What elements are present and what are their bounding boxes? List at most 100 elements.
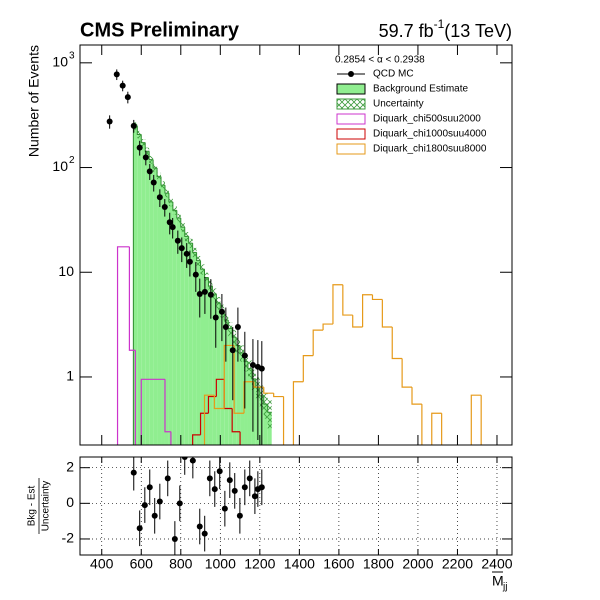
background-bin: [208, 285, 213, 445]
background-bin: [161, 185, 165, 445]
y-tick-label: 10: [58, 263, 74, 279]
data-point: [186, 258, 193, 265]
ratio-point: [216, 468, 223, 475]
legend-label: Diquark_chi500suu2000: [373, 114, 481, 125]
data-point: [136, 144, 143, 151]
signal-bin: [140, 378, 165, 445]
ratio-y-tick-label: 0: [66, 494, 74, 510]
uncertainty-band: [149, 155, 154, 164]
luminosity-value: 59.7 fb: [379, 21, 434, 41]
legend-swatch: [336, 83, 366, 95]
legend-label: Diquark_chi1800suu8000: [373, 144, 487, 155]
ratio-point: [231, 487, 238, 494]
background-bin: [224, 319, 229, 445]
chart-title: CMS Preliminary: [80, 19, 240, 41]
data-point: [212, 314, 219, 321]
uncertainty-band: [161, 181, 165, 190]
ratio-point: [164, 475, 171, 482]
ratio-frame: [79, 456, 513, 556]
x-tick-label: 1600: [323, 556, 354, 572]
uncertainty-band: [228, 321, 233, 337]
uncertainty-band: [216, 297, 221, 310]
uncertainty-band: [157, 172, 162, 181]
ratio-point: [221, 505, 228, 512]
data-point: [119, 82, 126, 89]
background-bin: [263, 404, 268, 445]
ratio-point: [201, 530, 208, 537]
background-bin: [164, 193, 169, 445]
ratio-point: [189, 457, 196, 464]
legend: 0.2854 < α < 0.2938 QCD MC Background Est…: [335, 55, 487, 155]
x-tick-label: 1200: [244, 556, 275, 572]
plot-frame: [79, 44, 513, 446]
background-bin: [133, 125, 138, 445]
axes: 400 600 800 1000 1200 1400 1600 1800 2000 2200 240…: [52, 44, 513, 572]
x-tick-label: 600: [130, 556, 154, 572]
background-bin: [184, 236, 189, 445]
luminosity-exponent: -1: [434, 17, 445, 31]
uncertainty-band: [244, 353, 248, 372]
uncertainty-band: [145, 147, 150, 156]
uncertainty-band: [141, 139, 146, 147]
data-point: [229, 347, 236, 354]
data-point: [192, 271, 199, 278]
data-point: [222, 324, 229, 331]
data-point: [258, 365, 265, 372]
background-bin: [236, 345, 241, 445]
legend-label: QCD MC: [373, 69, 414, 80]
signal-bin: [282, 396, 285, 445]
background-bin: [204, 277, 209, 445]
signal-bin: [207, 395, 217, 414]
signal-bin: [352, 315, 363, 328]
data-point: [146, 168, 153, 175]
data-point: [207, 291, 214, 298]
data-point: [124, 94, 131, 101]
ratio-point: [171, 535, 178, 542]
background-bin: [192, 252, 197, 445]
uncertainty-band: [240, 345, 245, 362]
luminosity: 59.7 fb-1(13 TeV): [379, 17, 512, 41]
uncertainty-band: [204, 272, 209, 283]
ratio-point: [156, 498, 163, 505]
signal-bin: [199, 412, 209, 435]
signal-bin: [128, 246, 136, 351]
x-tick-label: 2400: [481, 556, 512, 572]
legend-marker: [348, 71, 354, 77]
signal-bin: [391, 327, 403, 360]
x-tick-label: 2200: [442, 556, 473, 572]
signal-bin: [243, 381, 254, 414]
legend-swatch: [336, 98, 366, 110]
background-bin: [188, 243, 193, 445]
ratio-point: [241, 484, 248, 491]
energy: (13 TeV): [444, 21, 512, 41]
signal-bin: [223, 344, 235, 409]
uncertainty-band: [172, 206, 177, 215]
legend-label: Diquark_chi1000suu4000: [373, 129, 487, 140]
signal-bin: [203, 394, 215, 445]
ratio-point: [251, 493, 258, 500]
background-bin: [172, 210, 177, 445]
signal-bin: [302, 354, 314, 382]
signal-bin: [381, 299, 393, 328]
y-tick-label: 10: [52, 54, 68, 70]
signal-bin: [421, 404, 423, 445]
data-point: [183, 250, 190, 257]
background-bin: [180, 227, 185, 445]
ratio-y-tick-label: 2: [66, 458, 74, 474]
uncertainty-band: [251, 369, 256, 391]
ratio-point: [211, 486, 218, 493]
uncertainty-band: [247, 360, 252, 379]
background-bin: [196, 260, 201, 445]
background-bin: [149, 159, 154, 445]
y-tick-exponent: 3: [69, 50, 75, 61]
background-bin: [145, 151, 150, 445]
x-tick-label: 1000: [205, 556, 236, 572]
uncertainty-band: [184, 232, 189, 242]
background-bin: [157, 176, 162, 445]
y-tick-label: 1: [66, 368, 74, 384]
signal-bin: [134, 350, 136, 445]
data-point: [113, 71, 120, 78]
uncertainty-band: [164, 189, 169, 198]
legend-swatch: [336, 128, 366, 140]
data-point: [142, 154, 149, 161]
